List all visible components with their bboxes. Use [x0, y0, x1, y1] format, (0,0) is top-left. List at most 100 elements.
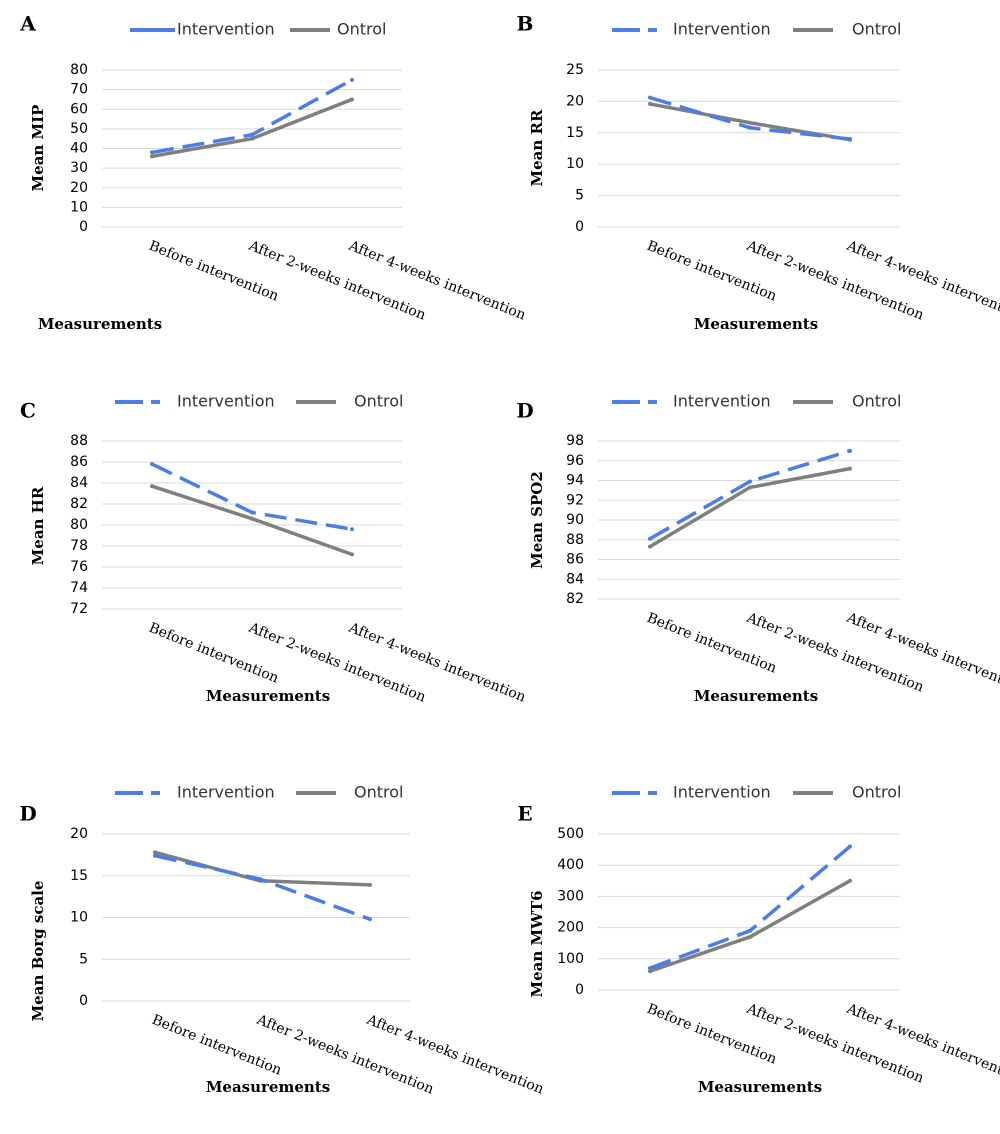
y-tick-label: 5 [575, 188, 584, 204]
data-point-intervention [848, 844, 852, 849]
y-tick-label: 96 [566, 453, 584, 469]
y-tick-label: 84 [70, 475, 88, 491]
data-point-ontrol [648, 969, 652, 974]
panel-letter: B [517, 12, 534, 36]
x-tick-label: After 2-weeks intervention [744, 609, 926, 695]
panel-letter: C [20, 399, 36, 423]
data-point-intervention [748, 928, 752, 933]
data-point-ontrol [150, 154, 154, 159]
data-point-ontrol [250, 136, 254, 141]
y-tick-label: 100 [557, 951, 584, 967]
y-tick-label: 10 [566, 156, 584, 172]
y-tick-label: 78 [70, 538, 88, 554]
y-tick-label: 5 [79, 951, 88, 967]
y-tick-label: 80 [70, 517, 88, 533]
data-point-ontrol [150, 484, 154, 489]
data-point-intervention [648, 966, 652, 971]
y-tick-label: 300 [557, 888, 584, 904]
legend-label-intervention: Intervention [177, 20, 275, 39]
y-axis-title: Mean SPO2 [528, 471, 546, 569]
x-tick-label: After 4-weeks intervention [346, 619, 528, 705]
y-tick-label: 86 [566, 552, 584, 568]
y-tick-label: 60 [70, 101, 88, 117]
legend: Intervention Ontrol [115, 783, 403, 802]
y-tick-label: 70 [70, 82, 88, 98]
legend-label-intervention: Intervention [177, 783, 275, 802]
panel-letter: E [517, 802, 532, 826]
y-tick-label: 76 [70, 559, 88, 575]
data-point-intervention [368, 917, 372, 922]
x-tick-label: After 4-weeks intervention [346, 237, 528, 323]
data-point-ontrol [748, 934, 752, 939]
data-point-ontrol [648, 101, 652, 106]
legend: Intervention Ontrol [130, 20, 386, 39]
x-axis-title: Measurements [206, 1078, 330, 1096]
legend: Intervention Ontrol [612, 783, 901, 802]
y-tick-label: 30 [70, 160, 88, 176]
y-axis-title: Mean MIP [29, 105, 47, 192]
x-axis-title: Measurements [698, 1078, 822, 1096]
data-point-intervention [250, 132, 254, 137]
legend-label-ontrol: Ontrol [852, 20, 901, 39]
y-tick-label: 72 [70, 601, 88, 617]
y-tick-label: 82 [566, 591, 584, 607]
data-point-ontrol [153, 850, 157, 855]
y-tick-label: 86 [70, 454, 88, 470]
legend-label-ontrol: Ontrol [354, 783, 403, 802]
data-point-intervention [648, 536, 652, 541]
x-tick-label: After 2-weeks intervention [744, 1000, 926, 1086]
data-point-intervention [350, 527, 354, 532]
y-axis-title: Mean MWT6 [528, 890, 546, 997]
y-tick-label: 200 [557, 920, 584, 936]
series-line-ontrol [151, 97, 353, 159]
y-tick-label: 400 [557, 857, 584, 873]
y-tick-label: 20 [70, 826, 88, 842]
y-tick-label: 84 [566, 571, 584, 587]
data-point-ontrol [848, 878, 852, 883]
x-tick-label: After 2-weeks intervention [246, 237, 428, 323]
data-point-intervention [250, 510, 254, 515]
y-tick-label: 94 [566, 473, 584, 489]
y-tick-label: 20 [566, 93, 584, 109]
panel-letter: D [516, 399, 533, 423]
series-line-intervention [154, 854, 371, 921]
x-axis-title: Measurements [38, 315, 162, 333]
data-point-intervention [748, 479, 752, 484]
panel-letter: D [19, 802, 36, 826]
data-point-ontrol [250, 516, 254, 521]
data-point-ontrol [648, 544, 652, 549]
y-tick-label: 88 [70, 433, 88, 449]
legend-label-ontrol: Ontrol [354, 392, 403, 411]
data-point-intervention [848, 448, 852, 453]
data-point-ontrol [748, 485, 752, 490]
legend-label-intervention: Intervention [673, 392, 771, 411]
legend: Intervention Ontrol [612, 20, 901, 39]
y-tick-label: 88 [566, 532, 584, 548]
y-tick-label: 74 [70, 580, 88, 596]
data-point-ontrol [368, 882, 372, 887]
data-point-intervention [150, 150, 154, 155]
y-tick-label: 10 [70, 910, 88, 926]
y-tick-label: 0 [575, 219, 584, 235]
y-axis-title: Mean Borg scale [29, 881, 47, 1022]
legend: Intervention Ontrol [612, 392, 901, 411]
data-point-intervention [648, 95, 652, 100]
y-tick-label: 80 [70, 62, 88, 78]
y-axis-title: Mean HR [29, 486, 47, 565]
series-line-intervention [649, 449, 851, 541]
x-axis-title: Measurements [206, 687, 330, 705]
y-tick-label: 0 [79, 993, 88, 1009]
y-tick-label: 90 [566, 512, 584, 528]
legend-label-ontrol: Ontrol [852, 392, 901, 411]
x-axis-title: Measurements [694, 315, 818, 333]
y-tick-label: 500 [557, 826, 584, 842]
y-tick-label: 0 [575, 982, 584, 998]
series-line-intervention [151, 78, 353, 155]
panel-letter: A [19, 12, 36, 36]
